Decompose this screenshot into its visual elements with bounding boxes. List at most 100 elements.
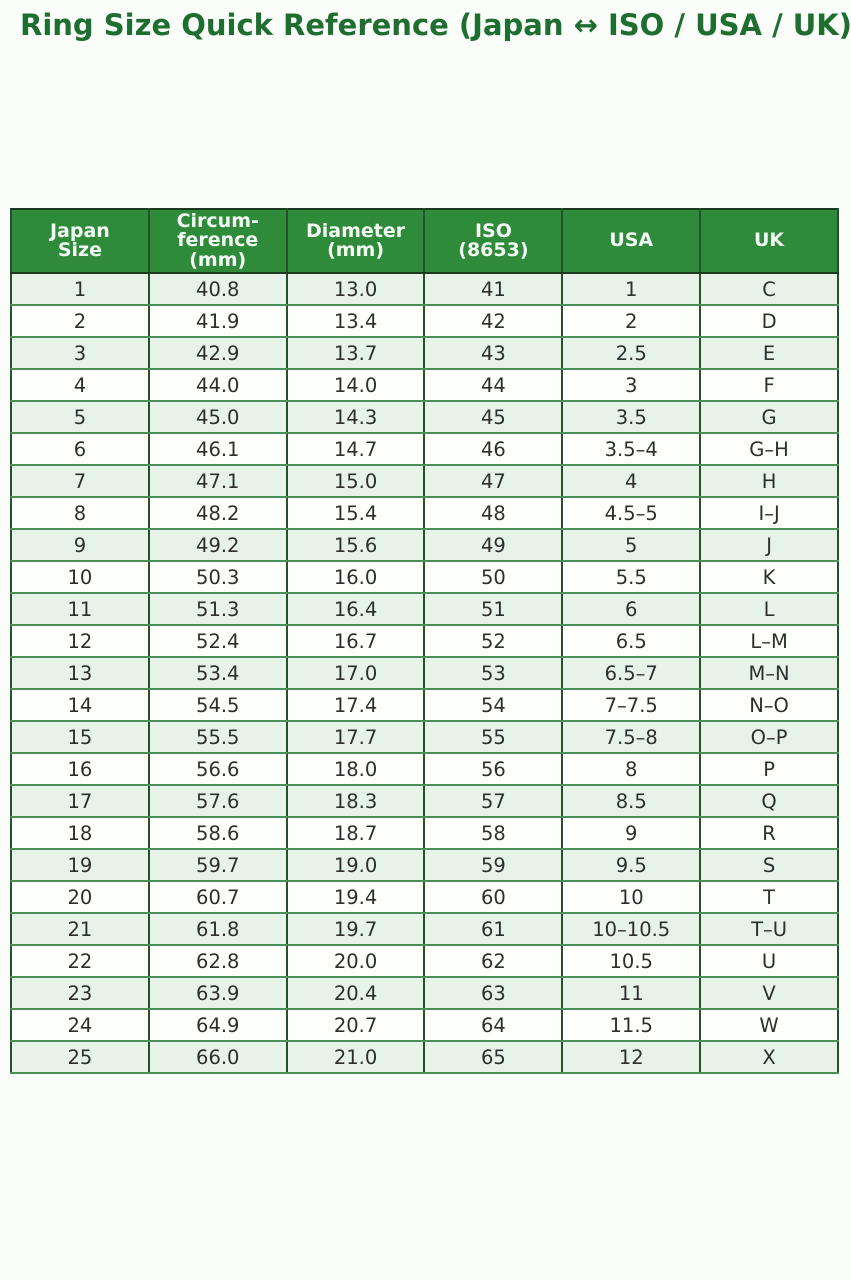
table-cell: 41.9 [147, 304, 288, 339]
table-cell: 10–10.5 [561, 912, 702, 947]
table-cell: 21.0 [285, 1040, 426, 1075]
table-cell: S [699, 848, 839, 883]
table-cell: 23 [10, 976, 150, 1011]
table-row: 25 66.0 21.0 65 12 X [10, 1040, 839, 1075]
table-cell: 10 [561, 880, 702, 915]
table-cell: 46.1 [147, 432, 288, 467]
table-cell: G [699, 400, 839, 435]
table-cell: 16 [10, 752, 150, 787]
table-cell: X [699, 1040, 839, 1075]
table-cell: 4 [10, 368, 150, 403]
table-cell: 47 [423, 464, 564, 499]
table-cell: 11 [561, 976, 702, 1011]
table-cell: C [699, 272, 839, 307]
table-row: 2 41.9 13.4 42 2 D [10, 304, 839, 339]
table-cell: 19.0 [285, 848, 426, 883]
table-cell: 55.5 [147, 720, 288, 755]
table-cell: 24 [10, 1008, 150, 1043]
table-cell: 6 [10, 432, 150, 467]
table-cell: J [699, 528, 839, 563]
table-cell: 20.0 [285, 944, 426, 979]
header-cell: Japan Size [10, 207, 150, 275]
table-cell: 15.4 [285, 496, 426, 531]
table-cell: 20.7 [285, 1008, 426, 1043]
table-cell: 44 [423, 368, 564, 403]
table-cell: 45.0 [147, 400, 288, 435]
table-cell: 3.5 [561, 400, 702, 435]
table-cell: 64.9 [147, 1008, 288, 1043]
table-cell: 9 [10, 528, 150, 563]
table-cell: 15 [10, 720, 150, 755]
table-cell: 25 [10, 1040, 150, 1075]
table-cell: 20 [10, 880, 150, 915]
table-cell: L [699, 592, 839, 627]
table-cell: 14.3 [285, 400, 426, 435]
table-cell: 10.5 [561, 944, 702, 979]
table-row: 23 63.9 20.4 63 11 V [10, 976, 839, 1011]
table-cell: 5.5 [561, 560, 702, 595]
table-cell: 64 [423, 1008, 564, 1043]
header-cell: Diameter (mm) [285, 207, 426, 275]
table-cell: 50 [423, 560, 564, 595]
table-cell: 14.0 [285, 368, 426, 403]
table-cell: 53 [423, 656, 564, 691]
header-cell: ISO (8653) [423, 207, 564, 275]
table-row: 1 40.8 13.0 41 1 C [10, 272, 839, 307]
table-cell: 43 [423, 336, 564, 371]
table-cell: 58 [423, 816, 564, 851]
table-cell: 12 [10, 624, 150, 659]
table-cell: 2.5 [561, 336, 702, 371]
table-cell: 63 [423, 976, 564, 1011]
table-row: 10 50.3 16.0 50 5.5 K [10, 560, 839, 595]
table-cell: 9.5 [561, 848, 702, 883]
table-cell: 6.5 [561, 624, 702, 659]
table-row: 14 54.5 17.4 54 7–7.5 N–O [10, 688, 839, 723]
table-cell: 19.4 [285, 880, 426, 915]
table-cell: 59 [423, 848, 564, 883]
table-cell: Q [699, 784, 839, 819]
table-cell: 16.4 [285, 592, 426, 627]
table-cell: 52.4 [147, 624, 288, 659]
table-cell: 51.3 [147, 592, 288, 627]
table-cell: 3 [10, 336, 150, 371]
table-cell: 13.4 [285, 304, 426, 339]
table-cell: 18.3 [285, 784, 426, 819]
table-cell: 2 [10, 304, 150, 339]
table-cell: 8 [10, 496, 150, 531]
table-cell: 12 [561, 1040, 702, 1075]
table-cell: R [699, 816, 839, 851]
table-cell: 48 [423, 496, 564, 531]
table-cell: 62.8 [147, 944, 288, 979]
table-cell: 11 [10, 592, 150, 627]
table-cell: 55 [423, 720, 564, 755]
table-cell: 15.0 [285, 464, 426, 499]
table-cell: 60 [423, 880, 564, 915]
table-cell: 19 [10, 848, 150, 883]
table-cell: 61.8 [147, 912, 288, 947]
table-cell: 57 [423, 784, 564, 819]
table-row: 5 45.0 14.3 45 3.5 G [10, 400, 839, 435]
table-row: 3 42.9 13.7 43 2.5 E [10, 336, 839, 371]
table-row: 18 58.6 18.7 58 9 R [10, 816, 839, 851]
table-cell: 5 [10, 400, 150, 435]
table-cell: E [699, 336, 839, 371]
table-cell: 8 [561, 752, 702, 787]
table-cell: 7 [10, 464, 150, 499]
table-cell: 10 [10, 560, 150, 595]
table-cell: 13.0 [285, 272, 426, 307]
table-row: 24 64.9 20.7 64 11.5 W [10, 1008, 839, 1043]
table-head: Japan Size Circum- ference (mm) Diameter (… [10, 207, 839, 275]
table-cell: 48.2 [147, 496, 288, 531]
table-cell: 66.0 [147, 1040, 288, 1075]
table-cell: 18 [10, 816, 150, 851]
table-cell: 60.7 [147, 880, 288, 915]
table-row: 19 59.7 19.0 59 9.5 S [10, 848, 839, 883]
table-cell: I–J [699, 496, 839, 531]
table-cell: 6 [561, 592, 702, 627]
table-cell: F [699, 368, 839, 403]
table-cell: G–H [699, 432, 839, 467]
table-cell: 49 [423, 528, 564, 563]
table-cell: 4 [561, 464, 702, 499]
table-cell: 15.6 [285, 528, 426, 563]
table-cell: 17.4 [285, 688, 426, 723]
